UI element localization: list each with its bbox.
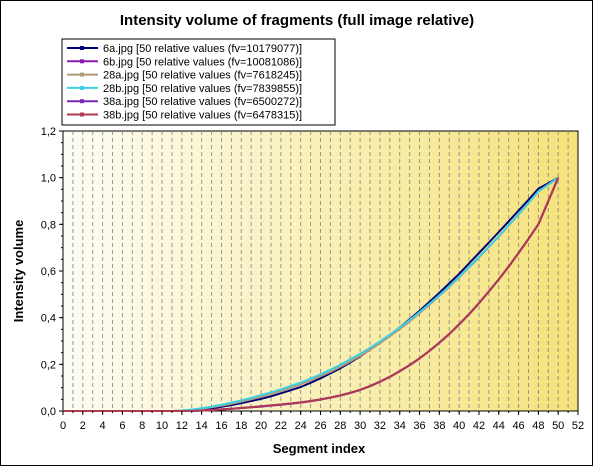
x-tick-label: 16 [215,420,227,432]
x-tick-label: 18 [235,420,247,432]
x-tick-label: 44 [493,420,505,432]
axes: 0 2 4 6 8 10 12 14 16 18 20 22 24 26 28 30 32 34 36 38 40 42 4… [41,126,584,432]
x-tick-label: 26 [314,420,326,432]
legend-entry: 6b.jpg [50 relative values (fv=10081086)… [103,56,302,68]
x-tick-label: 4 [100,420,106,432]
chart-title: Intensity volume of fragments (full imag… [120,12,474,29]
x-tick-label: 28 [334,420,346,432]
x-tick-label: 20 [255,420,267,432]
x-tick-label: 30 [354,420,366,432]
y-tick-label: 0,0 [41,406,56,418]
legend-entry: 38b.jpg [50 relative values (fv=6478315)… [103,110,302,122]
x-tick-label: 50 [552,420,564,432]
x-tick-label: 22 [275,420,287,432]
x-tick-label: 38 [433,420,445,432]
legend-marker [80,72,84,77]
x-tick-label: 14 [196,420,208,432]
y-tick-label: 0,6 [41,266,56,278]
legend-box [61,38,336,126]
y-tick-label: 1,0 [41,173,56,185]
x-tick-label: 48 [532,420,544,432]
legend-entry: 28b.jpg [50 relative values (fv=7839855)… [103,83,302,95]
legend-marker [80,46,84,50]
x-tick-label: 12 [176,420,188,432]
x-tick-label: 36 [413,420,425,432]
legend-entry: 38a.jpg [50 relative values (fv=6500272)… [103,96,302,108]
legend-marker [80,99,84,104]
x-tick-label: 2 [80,420,86,432]
x-tick-label: 52 [572,420,584,432]
y-tick-label: 1,2 [41,126,56,138]
x-axis-label: Segment index [273,441,366,456]
x-tick-label: 6 [119,420,125,432]
x-tick-label: 40 [453,420,465,432]
y-tick-label: 0,2 [41,359,56,371]
legend-entry: 28a.jpg [50 relative values (fv=7618245)… [103,70,302,82]
legend: 6a.jpg [50 relative values (fv=10179077)… [61,38,336,126]
legend-marker [80,59,84,64]
x-tick-label: 32 [374,420,386,432]
legend-marker [80,112,84,117]
x-tick-label: 10 [156,420,168,432]
y-tick-label: 0,4 [41,313,56,325]
legend-marker [80,85,84,90]
x-tick-label: 0 [60,420,66,432]
legend-entry: 6a.jpg [50 relative values (fv=10179077)… [103,43,302,55]
series-lines [63,176,560,412]
x-tick-label: 42 [473,420,485,432]
x-tick-label: 8 [139,420,145,432]
x-tick-label: 46 [512,420,524,432]
x-tick-label: 34 [394,420,406,432]
series-line-6 [63,177,560,412]
y-tick-label: 0,8 [41,219,56,231]
x-tick-label: 24 [295,420,307,432]
y-axis-label: Intensity volume [11,220,26,323]
